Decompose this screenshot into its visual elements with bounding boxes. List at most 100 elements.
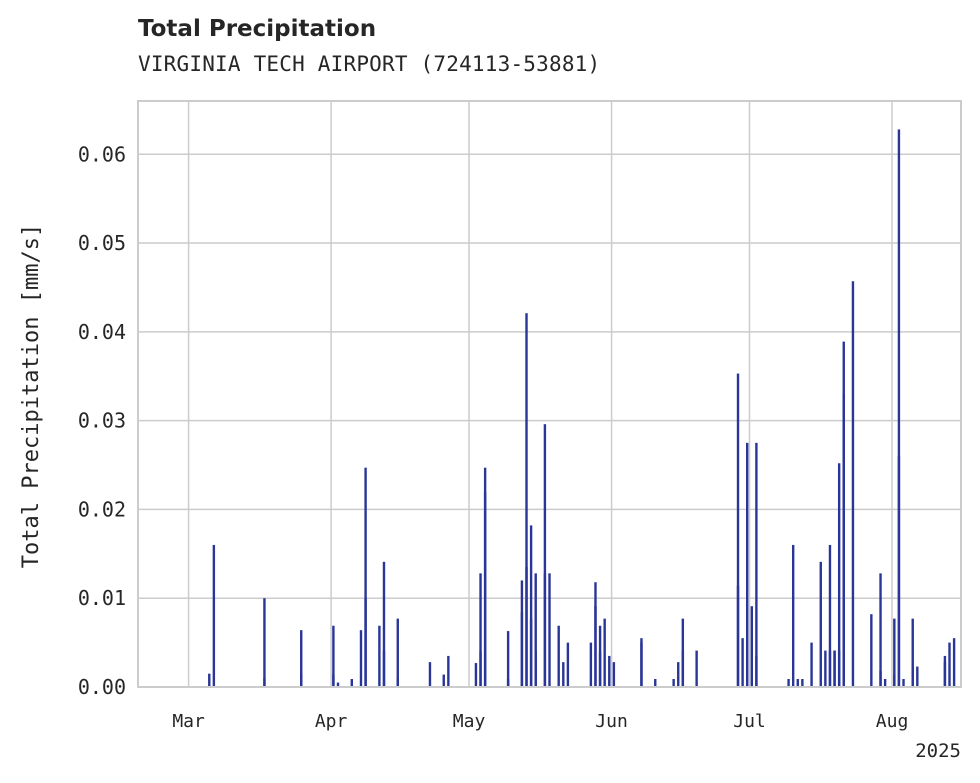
precip-bar — [506, 631, 510, 687]
grid-lines — [138, 101, 961, 688]
precip-bar — [842, 394, 845, 687]
x-tick-label: Apr — [315, 711, 348, 732]
y-tick-label: 0.00 — [78, 675, 126, 699]
y-tick-label: 0.06 — [78, 142, 126, 166]
precip-bar — [396, 678, 399, 687]
precip-bar — [911, 666, 914, 687]
precip-bar — [525, 313, 528, 687]
x-offset-label: 2025 — [915, 740, 961, 762]
y-tick-label: 0.03 — [78, 409, 126, 433]
precip-bar — [529, 525, 533, 687]
precip-bar — [474, 663, 478, 687]
precip-bar — [594, 606, 597, 687]
y-tick-labels: 0.00 0.01 0.02 0.03 0.04 0.05 0.06 — [78, 142, 126, 699]
x-tick-labels: Mar Apr May Jun Jul Aug — [172, 711, 908, 732]
precip-bar — [263, 598, 266, 687]
precip-bar — [520, 580, 524, 687]
y-tick-label: 0.01 — [78, 586, 126, 610]
precip-bar — [837, 650, 841, 687]
precip-bar — [378, 625, 381, 687]
precip-bar — [548, 573, 551, 687]
precip-bar — [819, 561, 822, 687]
precip-bar — [851, 281, 855, 687]
x-tick-label: Mar — [172, 711, 205, 732]
precip-bar — [598, 651, 602, 687]
y-tick-label: 0.02 — [78, 497, 126, 521]
precip-bar — [350, 679, 353, 687]
precip-bar — [796, 679, 799, 687]
precip-bar — [332, 674, 335, 687]
precip-bar — [543, 573, 547, 687]
precip-bar — [396, 618, 399, 687]
precip-bar — [589, 642, 593, 687]
precip-bar — [654, 679, 657, 687]
precipitation-bars — [208, 129, 956, 688]
precip-bar — [364, 467, 367, 687]
precip-bar — [479, 651, 482, 687]
precip-bar — [883, 679, 887, 687]
y-tick-label: 0.05 — [78, 231, 126, 255]
precip-bar — [750, 606, 754, 687]
precip-bar — [879, 573, 882, 687]
precip-bar — [791, 544, 795, 687]
precip-bar — [336, 682, 340, 687]
precip-bar — [897, 129, 901, 688]
precip-bar — [755, 655, 758, 687]
y-axis-label: Total Precipitation [mm/s] — [19, 224, 44, 568]
precip-bar — [736, 373, 740, 687]
precip-bar — [447, 655, 450, 687]
precip-bar — [755, 442, 758, 687]
precip-bar — [483, 492, 487, 687]
precip-bar — [212, 544, 216, 687]
precip-bar — [902, 679, 905, 687]
precip-bar — [608, 655, 611, 687]
precip-bar — [479, 573, 482, 687]
precip-bar — [893, 618, 896, 687]
precip-bar — [603, 618, 606, 687]
precip-bar — [208, 673, 211, 687]
precip-bar — [833, 650, 836, 687]
precip-bar — [801, 679, 804, 687]
precip-bar — [300, 630, 303, 687]
precip-bar — [787, 679, 790, 687]
x-tick-label: Jul — [733, 711, 766, 732]
precip-bar — [916, 666, 919, 687]
precip-bar — [677, 662, 680, 687]
precip-bar — [263, 678, 266, 687]
precip-bar — [529, 618, 533, 687]
precip-bar — [870, 614, 873, 687]
precip-bar — [566, 642, 570, 687]
precip-bar — [640, 642, 643, 687]
precip-bar — [810, 642, 813, 687]
precip-bar — [828, 544, 832, 687]
precip-bar — [543, 424, 547, 687]
precip-bar — [562, 662, 565, 687]
chart-title: Total Precipitation — [138, 16, 377, 42]
precip-bar — [681, 618, 685, 687]
x-tick-label: Aug — [876, 711, 909, 732]
plot-frame — [137, 100, 962, 688]
precip-bar — [824, 650, 827, 687]
precip-bar — [943, 662, 947, 687]
precip-bar — [359, 630, 363, 687]
precip-bar — [911, 618, 914, 687]
y-tick-label: 0.04 — [78, 320, 126, 344]
precip-bar — [382, 650, 386, 687]
x-tick-label: Jun — [595, 711, 628, 732]
chart-subtitle: VIRGINIA TECH AIRPORT (724113-53881) — [138, 52, 601, 76]
precip-bar — [332, 625, 335, 687]
precip-bar — [612, 662, 616, 687]
precip-bar — [534, 650, 537, 687]
precip-bar — [382, 561, 386, 687]
precip-bar — [442, 674, 445, 687]
precip-bar — [525, 567, 528, 687]
precip-bar — [557, 625, 560, 687]
precip-bar — [837, 463, 841, 687]
precip-bar — [952, 638, 956, 687]
precip-bar — [672, 679, 675, 687]
precip-bar — [948, 642, 951, 687]
x-tick-label: May — [453, 711, 486, 732]
precip-bar — [428, 662, 432, 687]
precip-bar — [736, 585, 740, 687]
